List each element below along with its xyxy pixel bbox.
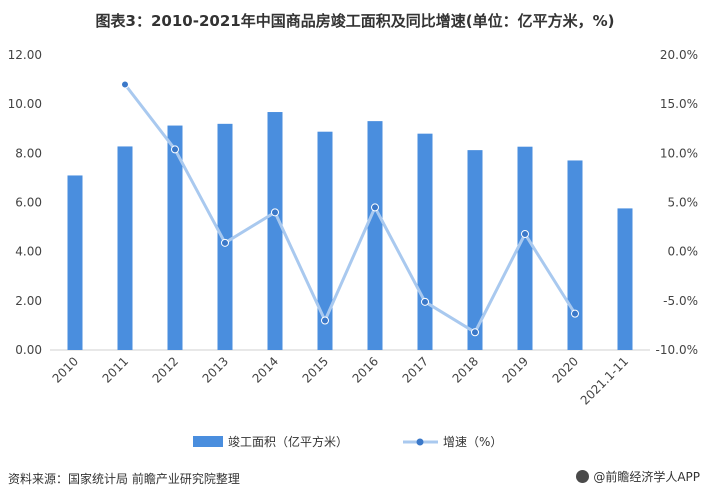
growth-point-2011	[121, 80, 129, 89]
y-right-tick-label: 0.0%	[668, 245, 699, 259]
x-labels-layer: 2010 2011 2012 2013 2014 2015 2016 2017 2018 2019…	[50, 354, 631, 407]
legend-bar-label: 竣工面积（亿平方米）	[228, 434, 348, 449]
x-tick-label: 2013	[200, 354, 231, 385]
growth-point-2020	[571, 309, 579, 318]
x-tick-label: 2010	[50, 354, 81, 385]
legend: 竣工面积（亿平方米） 增速（%）	[193, 434, 502, 449]
legend-line-label: 增速（%）	[443, 435, 502, 449]
y-left-tick-label: 8.00	[15, 146, 42, 160]
y-left-tick-label: 6.00	[15, 196, 42, 210]
bar-2018	[467, 150, 483, 350]
x-tick-label: 2021.1-11	[578, 354, 631, 407]
y-right-tick-label: 15.0%	[660, 97, 698, 111]
y-left-tick-label: 4.00	[15, 245, 42, 259]
y-left-tick-label: 0.00	[15, 343, 42, 357]
bar-2017	[417, 133, 433, 350]
y-right-tick-label: -5.0%	[663, 294, 698, 308]
growth-point-2016	[371, 203, 379, 212]
x-tick-label: 2011	[100, 354, 131, 385]
x-tick-label: 2017	[400, 354, 431, 385]
growth-point-2019	[521, 229, 529, 238]
bar-2011	[117, 146, 133, 350]
y-left-tick-label: 10.00	[8, 97, 42, 111]
bar-2020	[567, 160, 583, 350]
line-layer	[121, 80, 579, 337]
growth-point-2015	[321, 316, 329, 325]
x-tick-label: 2016	[350, 354, 381, 385]
x-tick-label: 2019	[500, 354, 531, 385]
credit-text: @前瞻经济学人APP	[593, 470, 700, 484]
bar-2012	[167, 125, 183, 350]
growth-point-2012	[171, 145, 179, 154]
bar-2013	[217, 123, 233, 350]
growth-point-2014	[271, 208, 279, 217]
y-left-tick-label: 12.00	[8, 48, 42, 62]
axes-layer: 0.00 2.00 4.00 6.00 8.00 10.00 12.00 -10.0% -5.0…	[8, 48, 698, 357]
legend-line-marker	[416, 438, 424, 446]
growth-line	[123, 83, 577, 334]
legend-bar-swatch	[193, 436, 223, 447]
chart-title: 图表3：2010-2021年中国商品房竣工面积及同比增速(单位：亿平方米，%)	[95, 12, 615, 30]
bar-2014	[267, 112, 283, 351]
y-right-tick-label: 10.0%	[660, 146, 698, 160]
x-tick-label: 2015	[300, 354, 331, 385]
bar-2015	[317, 131, 333, 350]
bars-layer	[67, 112, 633, 351]
source-note: 资料来源：国家统计局 前瞻产业研究院整理	[8, 472, 240, 486]
y-right-tick-label: 20.0%	[660, 48, 698, 62]
credit-note: @前瞻经济学人APP	[576, 468, 700, 485]
bar-2016	[367, 121, 383, 350]
bar-2019	[517, 146, 533, 350]
x-tick-label: 2014	[250, 354, 281, 385]
bar-2010	[67, 175, 83, 350]
x-tick-label: 2018	[450, 354, 481, 385]
x-tick-label: 2020	[550, 354, 581, 385]
growth-point-2013	[221, 238, 229, 247]
y-left-tick-label: 2.00	[15, 294, 42, 308]
y-right-tick-label: -10.0%	[656, 343, 698, 357]
bar-2021.1-11	[617, 208, 633, 350]
y-right-tick-label: 5.0%	[668, 196, 699, 210]
growth-point-2017	[421, 297, 429, 306]
brand-logo-icon	[576, 470, 590, 483]
growth-point-2018	[471, 328, 479, 337]
x-tick-label: 2012	[150, 354, 181, 385]
